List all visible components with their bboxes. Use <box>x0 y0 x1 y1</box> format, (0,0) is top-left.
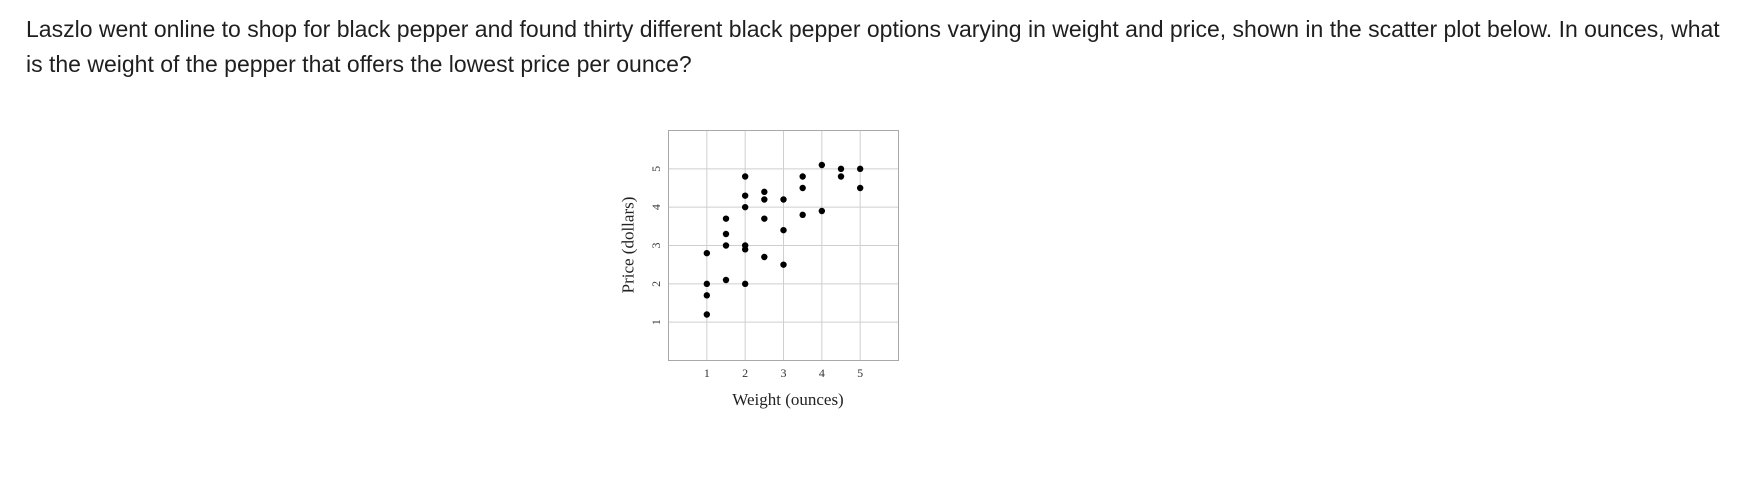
data-point <box>799 211 806 219</box>
y-tick-label: 2 <box>649 281 663 287</box>
data-point <box>761 188 768 196</box>
data-point <box>722 276 730 284</box>
data-point <box>741 173 749 180</box>
data-point <box>703 292 711 299</box>
x-tick-label: 4 <box>819 366 825 380</box>
question-text: Laszlo went online to shop for black pep… <box>26 16 1720 77</box>
data-point <box>741 192 749 199</box>
x-axis-ticks: 1 2 3 4 5 <box>704 366 863 380</box>
data-point <box>722 230 730 238</box>
data-point <box>780 261 787 268</box>
y-axis-ticks: 1 2 3 4 5 <box>649 166 663 325</box>
data-point <box>780 226 787 234</box>
data-point <box>761 196 768 203</box>
data-point <box>722 215 730 222</box>
scatter-plot: 1 2 3 4 5 1 2 3 4 5 Weight (ounces) Price (dolla… <box>613 130 943 465</box>
x-tick-label: 3 <box>781 366 787 380</box>
y-tick-label: 4 <box>649 204 663 210</box>
scatter-plot-svg: 1 2 3 4 5 1 2 3 4 5 Weight (ounces) Price (dolla… <box>619 130 899 409</box>
data-point <box>703 249 711 257</box>
data-point <box>741 242 749 249</box>
x-tick-label: 1 <box>704 366 710 380</box>
data-point <box>818 161 826 169</box>
data-point <box>837 173 845 180</box>
x-axis-label: Weight (ounces) <box>732 390 843 409</box>
y-tick-label: 1 <box>649 319 663 325</box>
data-point <box>780 196 787 203</box>
x-tick-label: 2 <box>742 366 748 380</box>
data-point <box>856 184 864 192</box>
data-point <box>856 165 864 173</box>
data-point <box>761 215 768 222</box>
data-point <box>799 184 806 192</box>
plot-frame <box>668 130 899 361</box>
data-point <box>703 280 711 288</box>
data-point <box>703 311 711 318</box>
data-point <box>837 165 845 173</box>
y-tick-label: 5 <box>649 166 663 172</box>
data-point <box>741 203 749 211</box>
data-points <box>703 161 864 318</box>
data-point <box>818 207 826 215</box>
x-tick-label: 5 <box>857 366 863 380</box>
y-tick-label: 3 <box>649 243 663 249</box>
data-point <box>722 242 730 249</box>
y-axis-label: Price (dollars) <box>619 197 638 294</box>
grid <box>668 130 899 361</box>
data-point <box>741 280 749 288</box>
data-point <box>761 253 768 261</box>
data-point <box>799 173 806 180</box>
